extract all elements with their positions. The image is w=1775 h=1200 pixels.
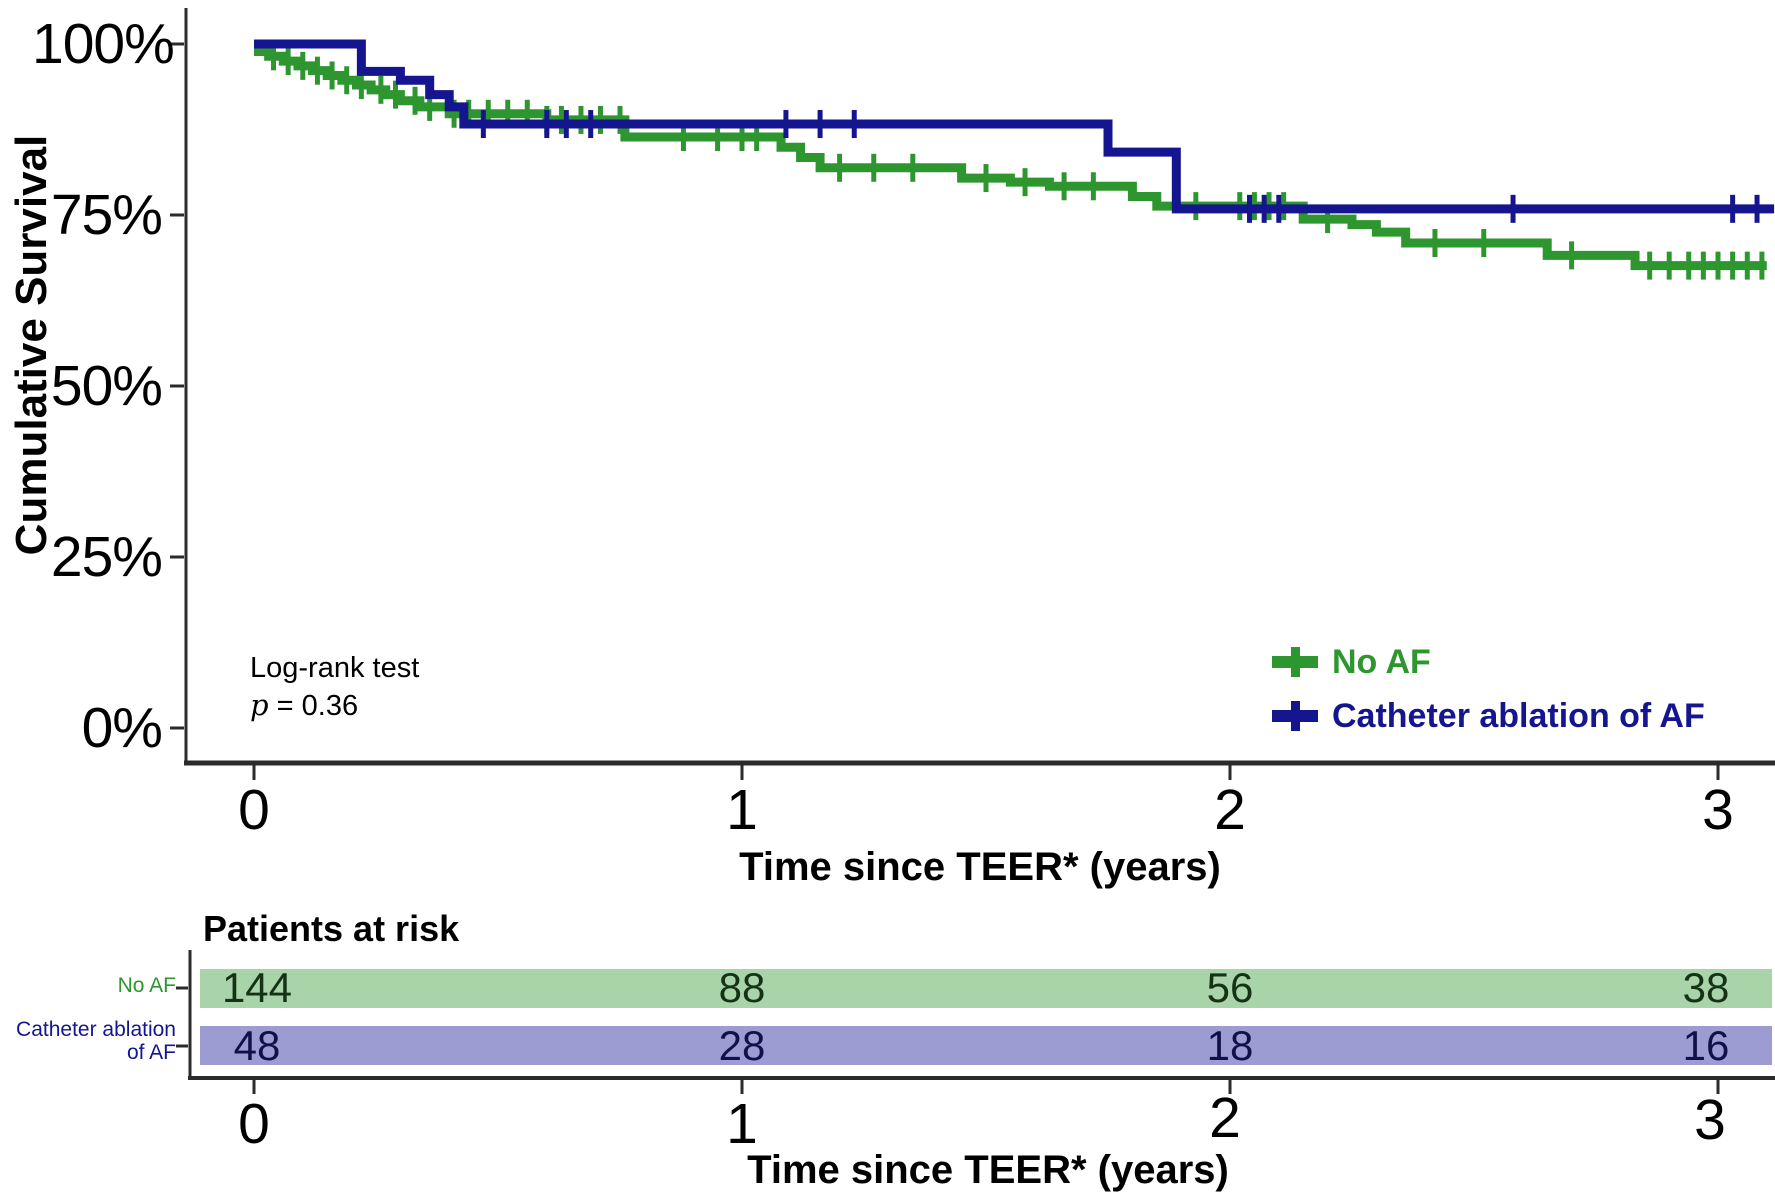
x-tick-3: 3	[1702, 778, 1734, 842]
logrank-annotation: Log-rank test p = 0.36	[250, 650, 419, 725]
logrank-p-value: p = 0.36	[250, 688, 359, 722]
y-tick-0: 0%	[81, 696, 163, 760]
y-tick-100: 100%	[32, 12, 175, 76]
y-tick-75: 75%	[50, 183, 163, 247]
risk-count: 28	[718, 1022, 766, 1069]
risk-count: 18	[1206, 1022, 1254, 1069]
logrank-test-label: Log-rank test	[250, 652, 420, 684]
risk-x-tick-0: 0	[238, 1092, 270, 1156]
risk-band-no-af	[200, 969, 1772, 1008]
y-tick-25: 25%	[50, 525, 163, 589]
risk-count: 144	[221, 964, 293, 1011]
risk-count: 16	[1682, 1022, 1730, 1069]
censor-plus-icon	[1291, 647, 1300, 677]
risk-x-tick-1: 1	[726, 1092, 758, 1156]
risk-count: 56	[1206, 964, 1254, 1011]
risk-count: 38	[1682, 964, 1730, 1011]
censor-plus-icon	[1291, 701, 1300, 731]
x-tick-0: 0	[238, 778, 270, 842]
x-tick-2: 2	[1214, 778, 1246, 842]
risk-row-label-no-af: No AF	[117, 974, 176, 997]
legend-label-ablation: Catheter ablation of AF	[1332, 697, 1705, 735]
risk-table-title: Patients at risk	[203, 908, 460, 949]
risk-count: 88	[718, 964, 766, 1011]
risk-band-ablation	[200, 1026, 1772, 1065]
y-tick-50: 50%	[50, 354, 163, 418]
risk-x-tick-2: 2	[1209, 1086, 1241, 1150]
x-axis-title: Time since TEER* (years)	[739, 845, 1221, 889]
legend-label-no-af: No AF	[1332, 643, 1431, 681]
x-tick-1: 1	[726, 778, 758, 842]
risk-x-axis-title: Time since TEER* (years)	[747, 1148, 1229, 1192]
risk-count: 48	[233, 1022, 281, 1069]
risk-row-label-ablation: Catheter ablation of AF	[16, 1018, 176, 1064]
risk-x-tick-3: 3	[1694, 1088, 1726, 1152]
